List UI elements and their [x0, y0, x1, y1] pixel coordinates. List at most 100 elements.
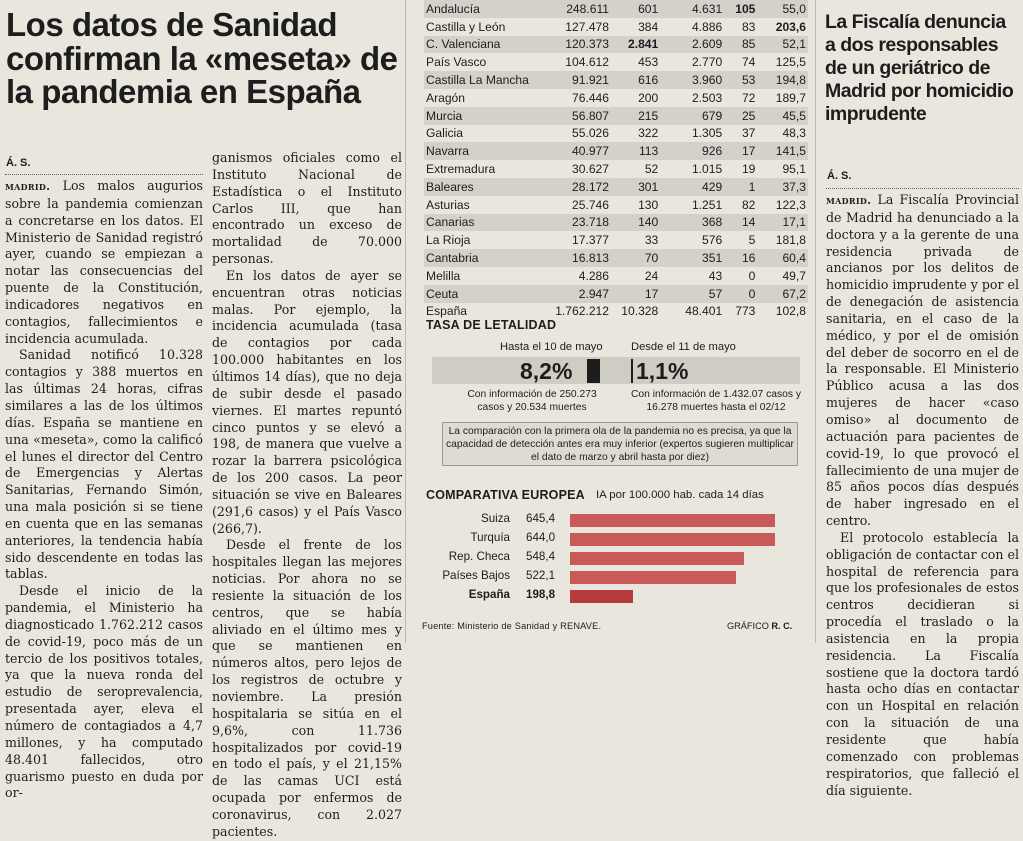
table-cell: 4.886 — [691, 19, 723, 34]
table-cell: 1.015 — [691, 162, 723, 177]
region-name: Navarra — [424, 142, 543, 161]
bar-value: 644,0 — [526, 531, 556, 544]
table-cell: 429 — [660, 177, 725, 196]
region-name: Castilla y León — [426, 19, 506, 34]
table-row: Extremadura 30.627 52 1.015 19 95,1 — [424, 160, 808, 178]
table-cell: 52 — [644, 162, 659, 177]
bar — [570, 552, 744, 565]
table-cell: 91.921 — [542, 71, 612, 89]
chart-credit: GRÁFICO R. C. — [727, 621, 792, 631]
article-column-2: ganismos oficiales como el Instituto Nac… — [212, 150, 402, 841]
region-name: Galicia — [426, 126, 463, 141]
table-cell: 16.813 — [542, 249, 612, 267]
table-cell: 141,5 — [757, 142, 808, 161]
table-cell: 25 — [724, 106, 758, 125]
table-cell: 1 — [724, 177, 758, 196]
table-row: C. Valenciana 120.373 2.841 2.609 85 52,1 — [424, 35, 808, 54]
table-cell: 55.026 — [572, 126, 610, 141]
table-cell: 773 — [735, 304, 756, 319]
byline-left: Á. S. — [6, 157, 31, 169]
lethality-note-2: Con información de 1.432.07 casos y 16.2… — [631, 389, 801, 413]
table-cell: 45,5 — [757, 106, 808, 125]
table-cell: 76.446 — [572, 90, 610, 105]
lethality-value-2: 1,1% — [636, 358, 689, 384]
region-name: Aragón — [426, 90, 465, 105]
lethality-marker-2 — [631, 359, 633, 383]
table-row: Navarra 40.977 113 926 17 141,5 — [424, 142, 808, 161]
table-cell: 926 — [660, 142, 725, 161]
table-cell: 28.172 — [542, 177, 612, 196]
secondary-headline: La Fiscalía denuncia a dos responsables … — [825, 11, 1014, 125]
table-cell: 453 — [638, 55, 659, 70]
table-cell: 576 — [702, 233, 723, 248]
table-cell: 17.377 — [572, 233, 610, 248]
byline-rule-right — [826, 188, 1019, 189]
bar — [570, 533, 775, 546]
region-name: Baleares — [424, 177, 543, 196]
article-column-3: madrid. La Fiscalía Provincial de Madrid… — [826, 192, 1019, 799]
table-cell: 181,8 — [775, 233, 806, 248]
table-cell: 43 — [708, 268, 723, 283]
table-cell: 40.977 — [542, 142, 612, 161]
bar-value: 548,4 — [526, 550, 556, 563]
table-cell: 102,8 — [775, 304, 806, 319]
dateline: madrid. — [826, 194, 872, 207]
table-row: Melilla 4.286 24 43 0 49,7 — [424, 267, 808, 285]
table-cell: 17 — [724, 142, 758, 161]
paragraph: ganismos oficiales como el Instituto Nac… — [212, 150, 402, 267]
table-cell: 56.807 — [542, 106, 612, 125]
article-column-1: madrid. Los malos augurios sobre la pand… — [5, 178, 203, 802]
table-cell: 55,0 — [757, 0, 808, 18]
table-cell: 53 — [724, 71, 758, 89]
bar-row: Países Bajos 522,1 — [412, 569, 812, 585]
table-row: Castilla y León 127.478 384 4.886 83 203,6 — [424, 18, 808, 36]
chart-source: Fuente: Ministerio de Sanidad y RENAVE. — [422, 621, 602, 631]
table-cell: 17 — [611, 284, 661, 303]
table-cell: 122,3 — [775, 197, 806, 212]
region-name: Murcia — [424, 106, 543, 125]
table-cell: 2.609 — [660, 35, 725, 54]
table-row: España 1.762.212 10.328 48.401 773 102,8 — [424, 303, 808, 321]
table-cell: 19 — [741, 162, 756, 177]
bar-row: Rep. Checa 548,4 — [412, 550, 812, 566]
table-cell: 0 — [724, 284, 758, 303]
table-cell: 2.841 — [611, 35, 661, 54]
table-cell: 57 — [660, 284, 725, 303]
lethality-note-1: Con información de 250.273 casos y 20.53… — [467, 389, 597, 413]
table-cell: 2.947 — [542, 284, 612, 303]
table-cell: 2.503 — [691, 90, 723, 105]
table-cell: 104.612 — [565, 55, 610, 70]
lethality-period-1: Hasta el 10 de mayo — [500, 341, 603, 353]
table-cell: 17,1 — [757, 213, 808, 232]
europe-chart-title: COMPARATIVA EUROPEA — [426, 488, 585, 502]
table-cell: 23.718 — [542, 213, 612, 232]
bar-label: España — [468, 588, 510, 601]
column-divider — [405, 0, 406, 643]
table-cell: 301 — [611, 177, 661, 196]
table-cell: 194,8 — [757, 71, 808, 89]
table-row: Cantabria 16.813 70 351 16 60,4 — [424, 249, 808, 267]
table-cell: 95,1 — [782, 162, 806, 177]
lethality-value-1: 8,2% — [520, 358, 573, 384]
paragraph: Desde el frente de los hospitales llegan… — [212, 537, 402, 839]
table-row: Baleares 28.172 301 429 1 37,3 — [424, 177, 808, 196]
bar-value: 522,1 — [526, 569, 556, 582]
bar-row: Turquía 644,0 — [412, 531, 812, 547]
table-cell: 37,3 — [757, 177, 808, 196]
table-cell: 74 — [741, 55, 756, 70]
table-cell: 72 — [741, 90, 756, 105]
bar — [570, 514, 775, 527]
bar-value: 645,4 — [526, 512, 556, 525]
table-cell: 10.328 — [621, 304, 659, 319]
table-cell: 248.611 — [542, 0, 612, 18]
table-row: Aragón 76.446 200 2.503 72 189,7 — [424, 89, 808, 107]
byline-rule-left — [5, 174, 203, 175]
table-cell: 48,3 — [782, 126, 806, 141]
table-cell: 70 — [611, 249, 661, 267]
table-row: Andalucía 248.611 601 4.631 105 55,0 — [424, 0, 808, 18]
infographic: Andalucía 248.611 601 4.631 105 55,0 Castilla … — [412, 0, 812, 643]
table-cell: 4.286 — [578, 268, 610, 283]
lethality-disclaimer-box: La comparación con la primera ola de la … — [442, 422, 798, 466]
table-cell: 1.305 — [691, 126, 723, 141]
bar-row: Suiza 645,4 — [412, 512, 812, 528]
